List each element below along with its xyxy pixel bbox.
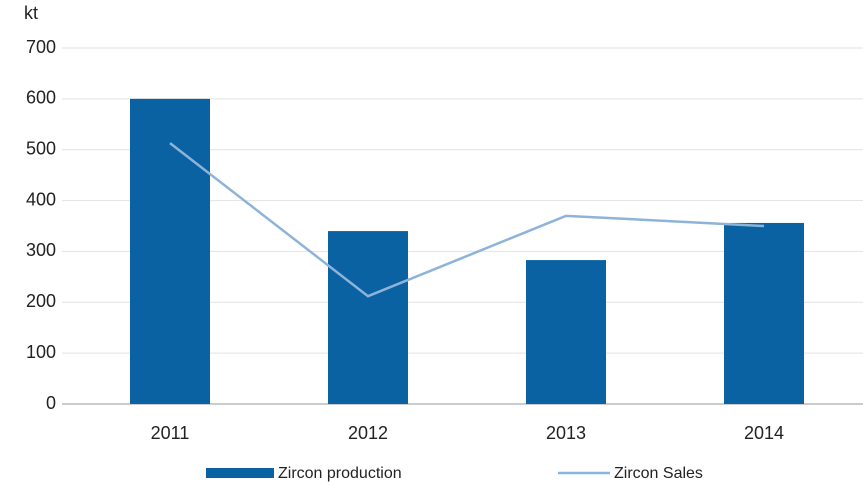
- legend-swatch: [206, 468, 274, 478]
- bar: [130, 98, 210, 404]
- y-tick-label: 500: [26, 138, 56, 158]
- y-tick-label: 200: [26, 291, 56, 311]
- bar: [724, 222, 804, 404]
- bar: [526, 260, 606, 404]
- legend-label: Zircon Sales: [614, 465, 703, 482]
- x-tick-label: 2012: [348, 423, 388, 443]
- bar: [328, 231, 408, 404]
- y-tick-label: 100: [26, 342, 56, 362]
- y-tick-label: 300: [26, 240, 56, 260]
- line: [169, 142, 765, 298]
- y-tick-label: 700: [26, 37, 56, 57]
- x-tick-label: 2013: [546, 423, 586, 443]
- y-axis-unit: kt: [24, 3, 38, 23]
- y-tick-label: 600: [26, 88, 56, 108]
- x-tick-label: 2014: [744, 423, 784, 443]
- y-tick-label: 0: [46, 393, 56, 413]
- legend-label: Zircon production: [278, 465, 402, 482]
- y-tick-label: 400: [26, 189, 56, 209]
- x-tick-label: 2011: [151, 423, 190, 443]
